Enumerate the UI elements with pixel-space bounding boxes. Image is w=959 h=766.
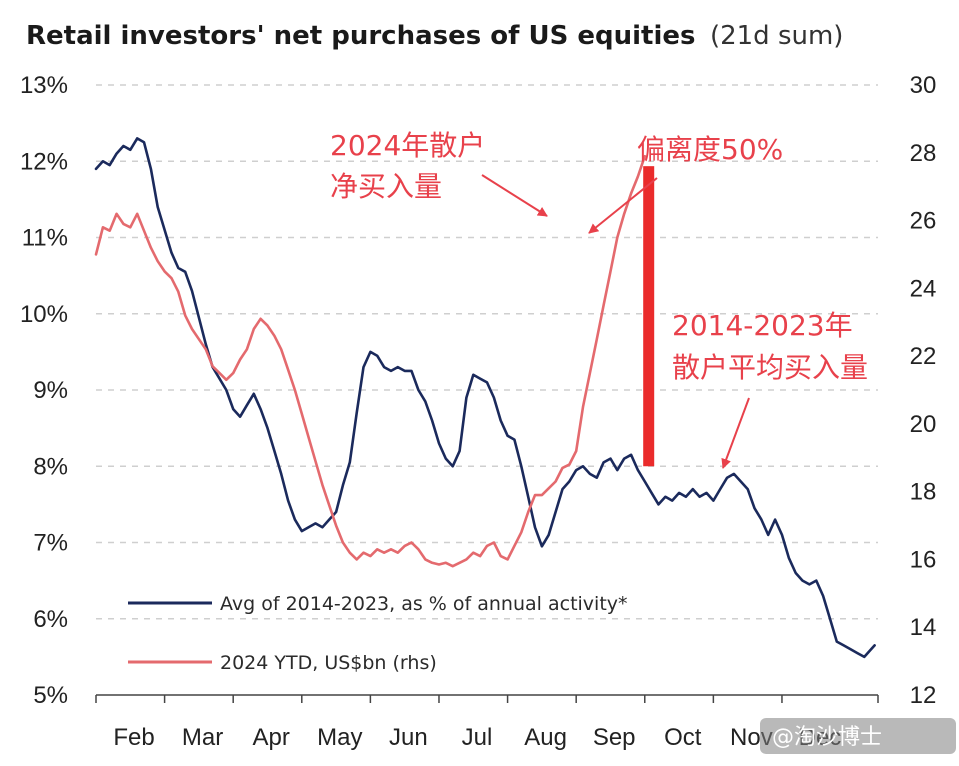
left-axis-tick-labels: 13% 12% 11% 10% 9% 8% 7% 6% 5% — [20, 72, 68, 709]
annotation-arrow-2024 — [481, 174, 548, 217]
left-tick-label: 12% — [20, 148, 68, 175]
annotation-avg-line2: 散户平均买入量 — [672, 351, 868, 384]
left-tick-label: 8% — [33, 453, 68, 480]
watermark: @淘沙博士 — [760, 718, 956, 754]
annotation-2024-line2: 净买入量 — [330, 170, 442, 203]
chart-title-subtitle: (21d sum) — [710, 21, 844, 51]
left-tick-label: 10% — [20, 301, 68, 328]
series-line-1 — [94, 154, 647, 568]
axes — [95, 694, 879, 703]
annotation-deviation: 偏离度50% — [637, 133, 783, 166]
gridlines — [96, 84, 878, 620]
right-tick-label: 14 — [910, 614, 937, 641]
left-tick-label: 5% — [33, 682, 68, 709]
left-tick-label: 9% — [33, 377, 68, 404]
right-tick-label: 22 — [910, 343, 937, 370]
legend: Avg of 2014-2023, as % of annual activit… — [128, 593, 628, 674]
series-lines — [94, 137, 876, 659]
right-tick-label: 24 — [910, 275, 937, 302]
x-tick-label: Jul — [462, 724, 493, 751]
chart-title: Retail investors' net purchases of US eq… — [26, 21, 843, 51]
x-tick-label: Mar — [182, 724, 223, 751]
left-tick-label: 7% — [33, 530, 68, 557]
x-tick-label: May — [317, 724, 362, 751]
right-tick-label: 18 — [910, 479, 937, 506]
right-tick-label: 16 — [910, 546, 937, 573]
left-tick-label: 13% — [20, 72, 68, 99]
right-tick-label: 26 — [910, 208, 937, 235]
annotation-avg-line1: 2014-2023年 — [672, 309, 853, 342]
deviation-bar — [643, 166, 655, 467]
annotation-arrow-avg — [721, 397, 750, 469]
series-line-0 — [94, 137, 876, 659]
left-tick-label: 11% — [22, 225, 68, 252]
left-tick-label: 6% — [33, 606, 68, 633]
x-tick-label: Jun — [389, 724, 428, 751]
x-tick-label: Aug — [524, 724, 567, 751]
right-tick-label: 30 — [910, 72, 937, 99]
chart-title-main: Retail investors' net purchases of US eq… — [26, 21, 696, 51]
annotation-arrow-deviation — [588, 177, 658, 234]
x-axis-tick-labels: FebMarAprMayJunJulAugSepOctNovDec — [113, 724, 841, 751]
x-tick-label: Sep — [593, 724, 636, 751]
right-tick-label: 12 — [910, 682, 937, 709]
annotation-2024-line1: 2024年散户 — [330, 129, 485, 162]
x-tick-label: Oct — [664, 724, 702, 751]
right-tick-label: 28 — [910, 140, 937, 167]
legend-label-2024: 2024 YTD, US$bn (rhs) — [220, 652, 437, 674]
right-axis-tick-labels: 30 28 26 24 22 20 18 16 14 12 — [910, 72, 937, 709]
x-tick-label: Feb — [113, 724, 154, 751]
right-tick-label: 20 — [910, 411, 937, 438]
x-tick-label: Apr — [253, 724, 290, 751]
watermark-text: @淘沙博士 — [772, 725, 882, 750]
legend-label-avg: Avg of 2014-2023, as % of annual activit… — [220, 593, 628, 615]
